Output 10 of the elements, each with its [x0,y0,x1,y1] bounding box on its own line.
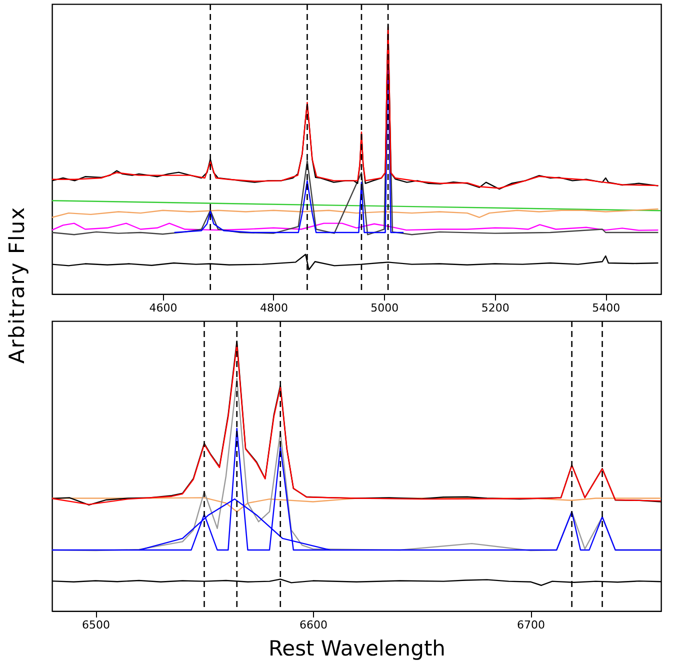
x-tick-label: 6600 [300,618,328,632]
x-tick-label: 4600 [149,302,178,314]
x-tick-label: 5200 [481,302,510,314]
y-axis-title: Arbitrary Flux [5,205,30,366]
x-tick-label: 5400 [592,302,620,314]
x-tick-label: 5000 [370,302,399,314]
x-axis-title: Rest Wavelength [268,636,446,660]
x-tick-label: 6500 [82,618,110,632]
x-tick-label: 4800 [260,302,288,314]
x-tick-label: 6700 [517,618,545,632]
